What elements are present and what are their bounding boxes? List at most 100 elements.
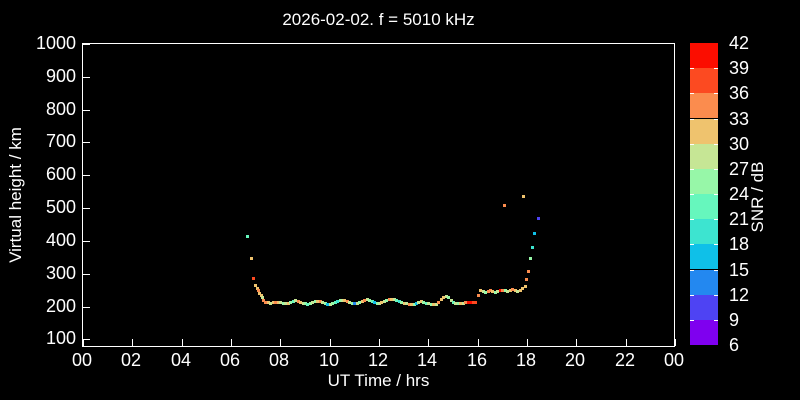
data-point (494, 291, 497, 294)
y-axis-label: Virtual height / km (6, 127, 25, 263)
colorbar-tick-label: 12 (729, 285, 750, 305)
data-point (346, 300, 349, 303)
data-point (383, 300, 386, 303)
data-point (309, 302, 312, 305)
data-point (339, 299, 342, 302)
data-point (482, 290, 485, 293)
data-point (506, 290, 509, 293)
data-point (408, 303, 411, 306)
data-point (351, 302, 354, 305)
data-point (361, 300, 364, 303)
data-point (356, 302, 359, 305)
data-point (415, 302, 418, 305)
y-tick-label: 500 (45, 197, 76, 217)
data-point (256, 287, 259, 290)
data-point (331, 302, 334, 305)
data-point (529, 257, 532, 260)
data-point (398, 300, 401, 303)
colorbar-tick (690, 68, 694, 70)
colorbar-segment (690, 319, 718, 345)
colorbar-tick-label: 39 (729, 58, 750, 78)
x-tick-label: 06 (219, 350, 241, 370)
y-tick-label: 1000 (35, 33, 76, 53)
data-point (324, 302, 327, 305)
data-point (440, 298, 443, 301)
data-point (257, 289, 260, 292)
colorbar-tick (690, 194, 694, 195)
colorbar-segment (690, 118, 718, 144)
colorbar-tick (690, 244, 694, 246)
x-tick-label: 08 (268, 350, 290, 370)
data-point (521, 287, 524, 290)
data-point (388, 298, 391, 301)
colorbar-tick (714, 219, 718, 221)
data-point (279, 301, 282, 304)
data-point (376, 302, 379, 305)
data-point (454, 302, 457, 305)
colorbar-tick-label: 15 (729, 260, 750, 280)
colorbar-tick-label: 21 (729, 209, 750, 229)
data-point (294, 299, 297, 302)
colorbar-tick (690, 168, 694, 170)
data-point (363, 299, 366, 302)
x-tick (83, 339, 84, 346)
colorbar-tick (690, 118, 694, 120)
colorbar-segment (690, 294, 718, 320)
y-tick (83, 175, 90, 176)
data-point (430, 303, 433, 306)
data-point (516, 290, 519, 293)
colorbar-segment (690, 219, 718, 245)
data-point (479, 289, 482, 292)
y-tick-label: 100 (45, 328, 76, 348)
colorbar-tick-label: 33 (729, 109, 750, 129)
x-tick (478, 339, 479, 346)
colorbar-segment (690, 244, 718, 270)
data-point (400, 301, 403, 304)
chart-title: 2026-02-02. f = 5010 kHz (282, 10, 475, 29)
y-tick (83, 339, 90, 340)
x-tick (675, 339, 676, 346)
data-point (272, 301, 275, 304)
colorbar-segment (690, 269, 718, 295)
data-point (447, 296, 450, 299)
y-tick (83, 307, 90, 308)
data-point (459, 302, 462, 305)
colorbar-segment (690, 43, 718, 69)
colorbar-segment (690, 168, 718, 194)
data-point (371, 300, 374, 303)
data-point (437, 301, 440, 304)
data-point (390, 298, 393, 301)
y-tick-label: 300 (45, 263, 76, 283)
data-point (385, 299, 388, 302)
data-point (316, 300, 319, 303)
data-point (274, 301, 277, 304)
colorbar-tick (714, 93, 718, 95)
colorbar-segment (690, 143, 718, 169)
plot-area (82, 43, 676, 347)
x-tick (379, 339, 380, 346)
data-point (395, 299, 398, 302)
data-point (314, 300, 317, 303)
data-point (261, 296, 264, 299)
data-point (503, 204, 506, 207)
data-point (452, 301, 455, 304)
data-point (413, 303, 416, 306)
colorbar-tick-label: 9 (729, 310, 740, 330)
data-point (282, 302, 285, 305)
data-point (531, 246, 534, 249)
data-point (462, 302, 465, 305)
colorbar-segment (690, 68, 718, 94)
data-point (442, 296, 445, 299)
colorbar-tick (714, 194, 718, 195)
data-point (410, 303, 413, 306)
data-point (368, 299, 371, 302)
data-point (284, 302, 287, 305)
colorbar-tick (690, 143, 694, 145)
data-point (304, 302, 307, 305)
y-tick (83, 77, 90, 78)
data-point (252, 277, 255, 280)
x-tick (428, 339, 429, 346)
colorbar-tick (690, 319, 694, 321)
data-point (321, 301, 324, 304)
